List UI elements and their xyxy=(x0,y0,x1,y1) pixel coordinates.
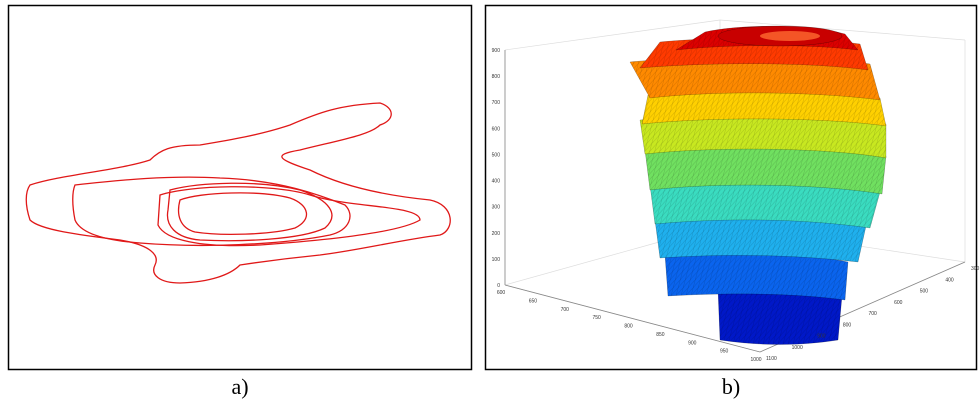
y-tick-label: 800 xyxy=(843,322,852,328)
y-tick-label: 400 xyxy=(945,277,954,283)
caption: a) xyxy=(231,374,248,399)
contour xyxy=(166,182,333,242)
y-tick-label: 600 xyxy=(894,300,903,306)
y-tick-label: 1000 xyxy=(792,345,803,351)
z-tick-label: 900 xyxy=(492,48,501,54)
x-tick-label: 800 xyxy=(624,324,633,330)
x-tick-label: 650 xyxy=(529,298,538,304)
x-tick-label: 1000 xyxy=(750,357,761,363)
y-tick-label: 900 xyxy=(817,334,826,340)
contour xyxy=(72,176,351,246)
panel-b xyxy=(484,4,978,371)
y-tick-label: 500 xyxy=(920,289,929,295)
caption: b) xyxy=(722,374,740,399)
x-tick-label: 750 xyxy=(592,315,601,321)
z-tick-label: 400 xyxy=(492,179,501,185)
z-tick-label: 600 xyxy=(492,126,501,132)
z-tick-label: 800 xyxy=(492,74,501,80)
x-tick-label: 600 xyxy=(497,290,506,296)
z-tick-label: 500 xyxy=(492,152,501,158)
x-tick-label: 700 xyxy=(561,307,570,313)
z-tick-label: 0 xyxy=(497,283,500,289)
panel-a xyxy=(7,4,473,371)
panel-frame xyxy=(7,4,473,371)
z-tick-label: 200 xyxy=(492,231,501,237)
surface xyxy=(629,25,887,345)
y-tick-label: 700 xyxy=(869,311,878,317)
contour xyxy=(177,192,308,235)
y-tick-label: 1100 xyxy=(766,356,777,362)
z-tick-label: 300 xyxy=(492,205,501,211)
z-tick-label: 700 xyxy=(492,100,501,106)
x-tick-label: 900 xyxy=(688,340,697,346)
y-tick-label: 300 xyxy=(971,266,980,272)
contour xyxy=(157,186,421,247)
x-tick-label: 850 xyxy=(656,332,665,338)
x-tick-label: 950 xyxy=(720,349,729,355)
contour xyxy=(25,102,451,284)
z-tick-label: 100 xyxy=(492,257,501,263)
